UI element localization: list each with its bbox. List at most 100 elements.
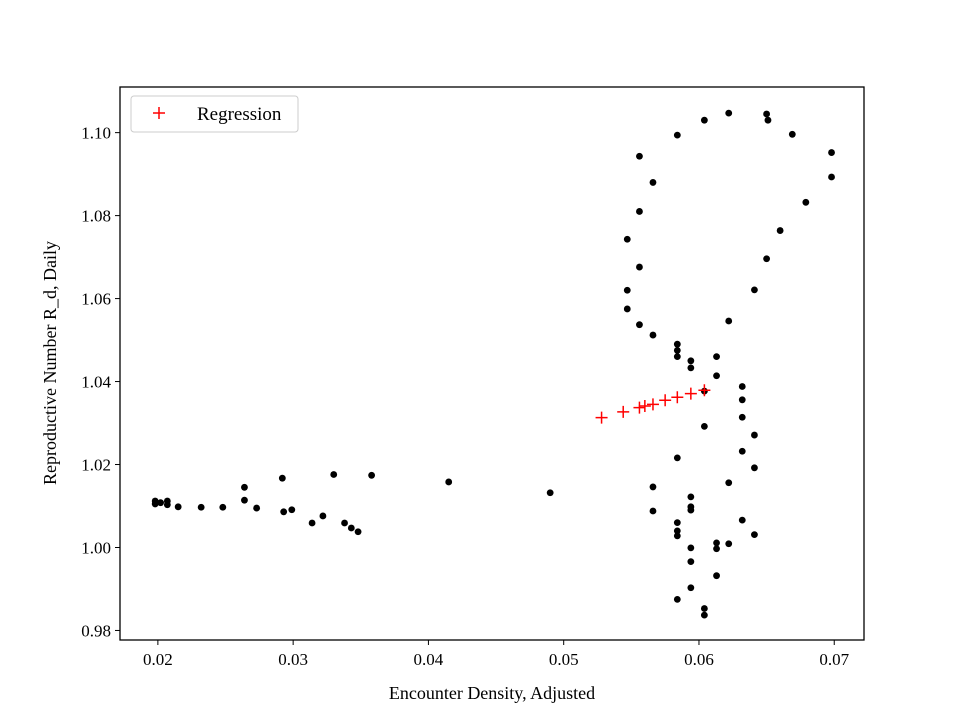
data-point [241, 483, 248, 491]
data-point [253, 504, 261, 512]
y-tick-label: 1.04 [81, 373, 111, 392]
plot-marks [151, 109, 835, 619]
data-point [673, 340, 681, 348]
data-point [738, 447, 746, 455]
data-point [713, 539, 720, 547]
regression-point [684, 387, 697, 400]
x-axis-label: Encounter Density, Adjusted [389, 683, 595, 703]
y-tick-label: 1.02 [81, 456, 111, 475]
data-point [341, 519, 348, 527]
data-point [828, 149, 835, 156]
regression-point [617, 405, 630, 418]
data-point [738, 413, 746, 421]
x-tick-label: 0.06 [684, 650, 714, 669]
y-axis-label: Reproductive Number R_d, Daily [40, 241, 60, 485]
data-point [546, 489, 554, 497]
legend-plus-mark [153, 107, 165, 119]
data-point [763, 255, 771, 263]
legend-box [130, 95, 299, 133]
data-point [308, 519, 316, 527]
regression-point [698, 384, 711, 397]
data-point [751, 286, 758, 294]
data-point [725, 317, 733, 325]
data-point [636, 208, 643, 215]
regression-point [595, 411, 608, 424]
regression-point [633, 401, 646, 414]
data-point [157, 499, 164, 507]
regression-point [638, 400, 651, 413]
data-point [713, 572, 720, 580]
data-point [673, 595, 681, 603]
data-point [636, 263, 643, 271]
data-point [623, 286, 631, 294]
data-point [623, 305, 631, 313]
data-point [687, 506, 695, 514]
data-point [673, 454, 681, 462]
data-point [319, 512, 327, 520]
legend-marker-plus [153, 107, 165, 119]
data-point [687, 364, 695, 372]
data-point [725, 479, 733, 487]
data-point [828, 173, 835, 181]
data-point [636, 152, 643, 160]
data-point [700, 116, 708, 124]
data-point [713, 353, 720, 361]
data-point [687, 493, 695, 501]
data-point [700, 611, 708, 619]
data-point [713, 545, 720, 553]
y-tick-label: 1.10 [81, 124, 111, 143]
data-point [241, 496, 248, 504]
data-point [649, 507, 657, 515]
x-tick-label: 0.03 [278, 650, 308, 669]
data-point [673, 347, 681, 354]
data-point [751, 464, 758, 472]
data-point [725, 109, 733, 117]
data-point [776, 227, 784, 234]
data-point [687, 357, 695, 365]
x-axis-ticks: 0.02 0.03 0.04 0.05 0.06 0.07 [143, 640, 850, 669]
data-point [687, 558, 695, 565]
data-point [445, 478, 453, 486]
data-point [700, 605, 708, 612]
data-point [687, 544, 695, 552]
data-point [636, 321, 643, 329]
data-point [738, 383, 746, 390]
legend: Regression [130, 95, 299, 133]
data-point [649, 331, 657, 339]
data-point [673, 527, 681, 535]
data-point [280, 508, 288, 516]
data-point [288, 506, 296, 514]
data-point [763, 110, 771, 118]
data-point [354, 528, 362, 536]
x-tick-label: 0.05 [549, 650, 579, 669]
data-point [219, 503, 227, 511]
data-point [623, 235, 631, 243]
x-tick-label: 0.04 [414, 650, 444, 669]
data-point [330, 471, 338, 478]
data-point [751, 431, 758, 439]
data-point [764, 116, 772, 124]
data-point [738, 396, 746, 404]
data-point [673, 131, 681, 139]
x-tick-label: 0.07 [819, 650, 849, 669]
data-point [368, 471, 376, 479]
y-tick-label: 1.06 [81, 290, 111, 309]
data-point [151, 500, 159, 508]
regression-point [659, 394, 672, 407]
regression-point [646, 398, 659, 411]
data-point [751, 531, 758, 539]
x-tick-label: 0.02 [143, 650, 173, 669]
y-tick-label: 1.00 [81, 538, 111, 557]
data-point [802, 198, 810, 206]
data-point [673, 519, 681, 526]
data-point [673, 353, 681, 361]
data-point [278, 474, 286, 482]
legend-entry-regression: Regression [197, 104, 282, 125]
data-point [700, 422, 708, 430]
data-point [649, 483, 657, 491]
data-point [673, 532, 681, 540]
data-point [174, 503, 182, 511]
data-point [725, 540, 733, 548]
data-point [649, 179, 657, 186]
